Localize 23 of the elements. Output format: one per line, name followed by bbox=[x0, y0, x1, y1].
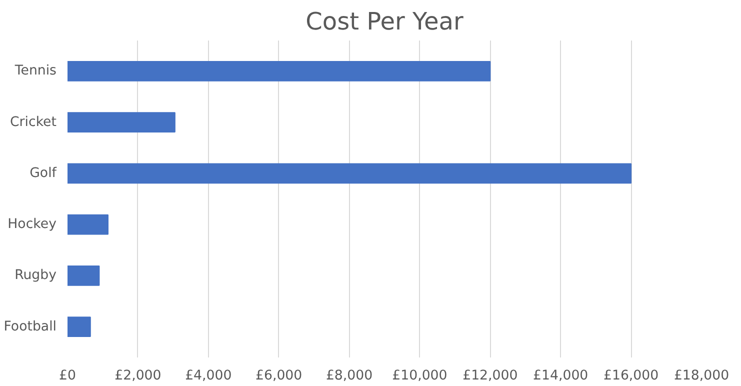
y-tick-label: Tennis bbox=[14, 64, 57, 79]
y-tick-label: Golf bbox=[30, 166, 57, 181]
bar bbox=[68, 214, 109, 235]
y-tick-label: Football bbox=[4, 319, 57, 334]
x-tick-label: £12,000 bbox=[462, 368, 518, 384]
chart-title: Cost Per Year bbox=[306, 8, 464, 36]
bar bbox=[68, 316, 91, 338]
bar bbox=[68, 163, 632, 184]
y-tick-label: Rugby bbox=[14, 268, 57, 284]
x-tick-label: £18,000 bbox=[674, 368, 730, 384]
x-tick-label: £10,000 bbox=[392, 368, 448, 384]
x-tick-label: £8,000 bbox=[326, 368, 373, 384]
y-tick-label: Cricket bbox=[10, 114, 57, 130]
bar bbox=[68, 60, 491, 82]
y-tick-label: Hockey bbox=[8, 217, 57, 232]
x-tick-label: £0 bbox=[59, 368, 76, 384]
bar bbox=[68, 265, 100, 286]
x-tick-label: £14,000 bbox=[533, 368, 588, 384]
bar bbox=[68, 112, 176, 133]
x-tick-label: £2,000 bbox=[114, 368, 162, 384]
x-tick-label: £6,000 bbox=[256, 368, 302, 384]
x-tick-label: £16,000 bbox=[604, 368, 659, 384]
x-tick-label: £4,000 bbox=[185, 368, 232, 384]
